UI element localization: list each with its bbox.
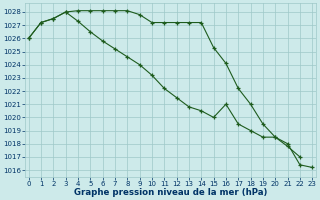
X-axis label: Graphe pression niveau de la mer (hPa): Graphe pression niveau de la mer (hPa): [74, 188, 267, 197]
